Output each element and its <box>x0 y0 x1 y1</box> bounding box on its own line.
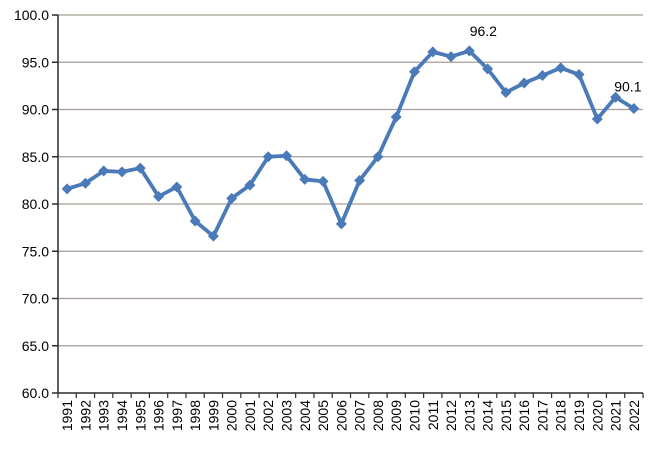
data-point-marker <box>573 69 585 81</box>
data-point-marker <box>189 215 201 227</box>
series-markers <box>61 45 640 242</box>
y-tick-label: 60.0 <box>22 385 49 401</box>
x-tick-label: 2010 <box>406 400 422 431</box>
x-tick-label: 2012 <box>443 400 459 431</box>
data-point-marker <box>116 166 128 178</box>
y-tick-label: 85.0 <box>22 149 49 165</box>
series-line <box>65 49 636 239</box>
data-point-marker <box>463 45 475 57</box>
data-point-marker <box>555 62 567 74</box>
data-point-marker <box>171 181 183 193</box>
x-tick-label: 2009 <box>388 400 404 431</box>
y-tick-label: 65.0 <box>22 338 49 354</box>
x-tick-label: 2022 <box>626 400 642 431</box>
x-tick-label: 1997 <box>169 400 185 431</box>
data-point-marker <box>390 111 402 123</box>
data-point-marker <box>61 183 73 195</box>
data-point-marker <box>153 190 165 202</box>
y-tick-label: 70.0 <box>22 291 49 307</box>
x-tick-label: 2014 <box>480 400 496 431</box>
data-point-marker <box>79 177 91 189</box>
data-point-marker <box>372 151 384 163</box>
y-tick-label: 95.0 <box>22 54 49 70</box>
x-tick-label: 2015 <box>498 400 514 431</box>
data-point-marker <box>610 91 622 103</box>
data-point-marker <box>445 51 457 63</box>
data-point-marker <box>518 77 530 89</box>
y-tick-label: 80.0 <box>22 196 49 212</box>
data-point-marker <box>591 113 603 125</box>
x-tick-label: 1995 <box>132 400 148 431</box>
data-point-marker <box>226 192 238 204</box>
x-tick-label: 1994 <box>114 400 130 431</box>
x-tick-label: 2007 <box>352 400 368 431</box>
data-point-marker <box>354 174 366 186</box>
y-tick-label: 75.0 <box>22 243 49 259</box>
data-point-marker <box>628 103 640 115</box>
x-axis-labels: 1991 1992 1993 1994 1995 1996 1997 1998 1999 2000… <box>59 400 642 431</box>
data-point-marker <box>299 173 311 185</box>
data-point-marker <box>262 151 274 163</box>
data-point-marker <box>482 63 494 75</box>
data-point-marker <box>207 230 219 242</box>
x-tick-label: 2011 <box>425 400 441 430</box>
data-point-marker <box>98 165 110 177</box>
x-tick-label: 2021 <box>608 400 624 431</box>
y-tick-label: 100.0 <box>14 7 49 23</box>
x-tick-label: 2003 <box>279 400 295 431</box>
data-point-marker <box>317 175 329 187</box>
x-tick-label: 2002 <box>260 400 276 431</box>
x-tick-label: 1992 <box>77 400 93 431</box>
x-tick-label: 2008 <box>370 400 386 431</box>
x-tick-label: 1991 <box>59 400 75 431</box>
x-tick-label: 2016 <box>516 400 532 431</box>
data-point-marker <box>281 150 293 162</box>
data-point-marker <box>408 66 420 78</box>
x-tick-label: 2005 <box>315 400 331 431</box>
data-point-marker <box>500 86 512 98</box>
x-tick-label: 2017 <box>534 400 550 431</box>
data-point-marker <box>427 46 439 58</box>
x-tick-label: 2020 <box>589 400 605 431</box>
x-tick-label: 1996 <box>151 400 167 431</box>
x-tick-label: 2019 <box>571 400 587 431</box>
y-gridlines <box>58 14 643 347</box>
y-axis-labels: 60.0 65.0 70.0 75.0 80.0 85.0 90.0 95.0 100.0 <box>14 7 49 401</box>
x-tick-label: 2013 <box>461 400 477 431</box>
data-point-marker <box>536 69 548 81</box>
x-tick-label: 2000 <box>224 400 240 431</box>
y-axis-ticks <box>52 14 58 394</box>
x-tick-label: 1998 <box>187 400 203 431</box>
x-tick-label: 2006 <box>333 400 349 431</box>
x-tick-label: 1999 <box>205 400 221 431</box>
x-tick-label: 1993 <box>96 400 112 431</box>
x-tick-label: 2001 <box>242 400 258 431</box>
data-label: 96.2 <box>470 23 497 39</box>
data-point-marker <box>244 179 256 191</box>
x-tick-label: 2004 <box>297 400 313 431</box>
data-point-marker <box>335 218 347 230</box>
x-tick-label: 2018 <box>553 400 569 431</box>
data-point-marker <box>134 162 146 174</box>
data-labels: 96.2 90.1 <box>470 23 642 95</box>
y-tick-label: 90.0 <box>22 102 49 118</box>
data-label: 90.1 <box>614 79 641 95</box>
x-axis-ticks <box>57 393 644 398</box>
